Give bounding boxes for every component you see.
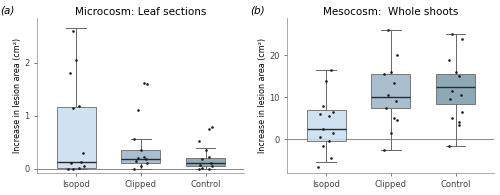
- Point: [142, 158, 150, 161]
- Y-axis label: Increase in lesion area (cm²): Increase in lesion area (cm²): [258, 38, 267, 153]
- Point: [208, 164, 216, 168]
- Point: [78, 161, 86, 164]
- Point: [78, 151, 86, 154]
- Point: [387, 71, 395, 74]
- Point: [458, 37, 466, 40]
- Point: [384, 29, 392, 32]
- Point: [72, 58, 80, 61]
- Point: [208, 126, 216, 129]
- PathPatch shape: [436, 74, 475, 104]
- Point: [392, 100, 400, 103]
- Point: [328, 110, 336, 113]
- Point: [144, 162, 152, 165]
- Title: Microcosm: Leaf sections: Microcosm: Leaf sections: [75, 7, 206, 17]
- Point: [380, 148, 388, 151]
- PathPatch shape: [56, 107, 96, 168]
- Point: [205, 155, 213, 159]
- Point: [384, 94, 392, 97]
- Point: [448, 117, 456, 120]
- Point: [448, 90, 456, 93]
- Point: [134, 109, 141, 112]
- Title: Mesocosm:  Whole shoots: Mesocosm: Whole shoots: [323, 7, 458, 17]
- Point: [76, 105, 84, 108]
- Point: [130, 167, 138, 170]
- Point: [455, 123, 463, 126]
- Point: [140, 81, 148, 84]
- Point: [66, 72, 74, 75]
- Point: [322, 79, 330, 82]
- Point: [457, 94, 465, 97]
- Point: [390, 81, 398, 84]
- Point: [64, 167, 72, 170]
- Point: [67, 162, 75, 165]
- Point: [80, 164, 88, 168]
- Point: [458, 110, 466, 113]
- Point: [394, 119, 402, 122]
- Point: [130, 138, 138, 141]
- Point: [328, 157, 336, 160]
- PathPatch shape: [122, 150, 160, 163]
- Point: [328, 131, 336, 135]
- Point: [326, 115, 334, 118]
- Point: [195, 167, 203, 170]
- Point: [205, 167, 213, 170]
- Point: [446, 98, 454, 101]
- Point: [455, 75, 463, 78]
- Point: [319, 127, 327, 130]
- Point: [387, 131, 395, 135]
- Point: [137, 164, 145, 168]
- Point: [394, 54, 402, 57]
- Point: [314, 165, 322, 168]
- Point: [326, 140, 334, 143]
- Point: [380, 73, 388, 76]
- Text: (b): (b): [250, 5, 264, 15]
- Point: [328, 68, 336, 72]
- Point: [319, 144, 327, 147]
- Point: [69, 106, 77, 109]
- Point: [448, 33, 456, 36]
- Text: (a): (a): [0, 5, 14, 15]
- Point: [452, 71, 460, 74]
- Point: [382, 106, 390, 109]
- Point: [76, 166, 84, 169]
- Point: [202, 148, 209, 152]
- Point: [144, 82, 152, 85]
- Point: [455, 121, 463, 124]
- Point: [390, 117, 398, 120]
- Point: [445, 58, 453, 61]
- Point: [445, 144, 453, 147]
- Point: [319, 104, 327, 107]
- Point: [196, 163, 204, 166]
- Point: [140, 155, 148, 159]
- PathPatch shape: [372, 74, 410, 108]
- Point: [205, 127, 213, 130]
- Point: [316, 136, 324, 139]
- Point: [198, 158, 206, 161]
- Point: [134, 156, 141, 160]
- PathPatch shape: [306, 110, 346, 141]
- Point: [69, 29, 77, 32]
- PathPatch shape: [186, 158, 225, 167]
- Y-axis label: Increase in lesion area (cm²): Increase in lesion area (cm²): [14, 38, 22, 153]
- Point: [132, 159, 140, 162]
- Point: [69, 167, 77, 170]
- Point: [207, 162, 215, 165]
- Point: [195, 139, 203, 143]
- Point: [198, 166, 206, 169]
- Point: [137, 148, 145, 152]
- Point: [316, 113, 324, 116]
